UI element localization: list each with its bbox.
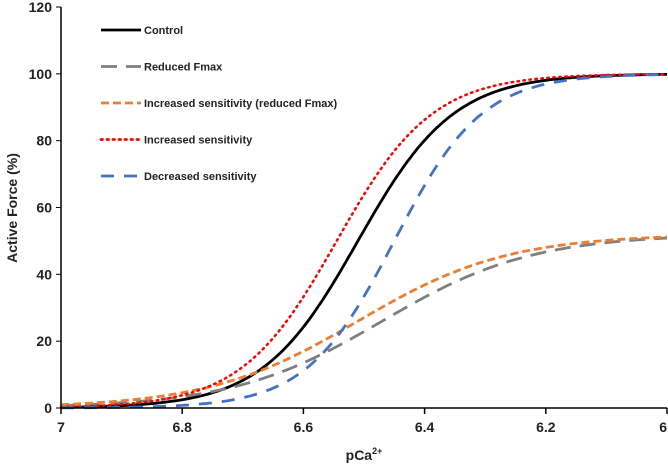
y-tick-label: 120 [29,0,53,15]
curves [59,72,668,410]
y-tick-label: 80 [36,133,52,149]
x-tick-label: 6 [659,419,667,435]
x-ticks: 7 6.8 6.6 6.4 6.2 6 [57,408,668,435]
y-tick-label: 100 [29,66,53,82]
series-line-1 [60,236,668,407]
x-tick-label: 6.4 [415,419,435,435]
legend-label-1: Reduced Fmax [144,62,223,74]
x-tick-label: 6.6 [294,419,314,435]
legend-label-0: Control [144,25,183,37]
legend-label-4: Decreased sensitivity [144,171,257,183]
series-line-0 [61,73,667,409]
x-tick-label: 6.8 [172,419,192,435]
legend-label-2: Increased sensitivity (reduced Fmax) [144,98,338,110]
legend-label-3: Increased sensitivity [144,135,253,147]
series-line-4 [61,73,667,410]
series-line-3 [59,72,668,409]
y-tick-label: 60 [36,200,52,216]
y-axis-label: Active Force (%) [4,153,20,263]
series-line-2 [60,235,668,407]
y-tick-label: 40 [36,266,52,282]
y-tick-label: 0 [44,400,52,416]
y-tick-label: 20 [36,333,52,349]
x-axis-label: pCa2+ [346,446,383,463]
x-axis-label-superscript: 2+ [372,446,382,456]
x-tick-label: 7 [57,419,65,435]
x-axis-label-main: pCa [346,447,373,463]
y-ticks: 0 20 40 60 80 100 120 [29,0,61,416]
x-tick-label: 6.2 [536,419,556,435]
legend: Control Reduced Fmax Increased sensitivity… [99,25,338,183]
